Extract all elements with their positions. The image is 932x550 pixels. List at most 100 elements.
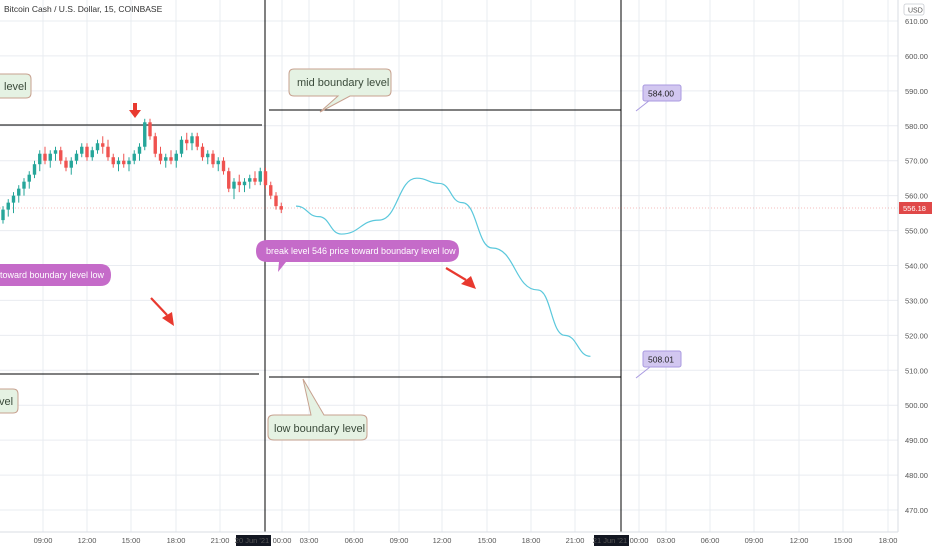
date-label-background bbox=[236, 535, 271, 546]
date-label-background bbox=[594, 535, 629, 546]
price-tick-label: 490.00 bbox=[905, 436, 928, 445]
time-axis[interactable]: 09:00 12:00 15:00 18:00 21:00 20 Jun '21 00:00… bbox=[0, 531, 898, 546]
price-label-508[interactable]: 508.01 bbox=[635, 350, 682, 379]
candle-body bbox=[127, 160, 131, 165]
candle-body bbox=[258, 171, 262, 182]
candle-body bbox=[143, 122, 147, 147]
price-tick-label: 510.00 bbox=[905, 366, 928, 375]
mid-boundary-callout[interactable]: mid boundary level bbox=[288, 68, 392, 113]
projection-curve[interactable] bbox=[295, 177, 591, 357]
candle-body bbox=[48, 153, 52, 161]
down-right-arrow-1[interactable] bbox=[150, 297, 174, 326]
price-tick-label: 530.00 bbox=[905, 296, 928, 305]
candle-body bbox=[69, 160, 73, 168]
candle-body bbox=[248, 178, 252, 182]
candle-body bbox=[106, 146, 110, 158]
candle-body bbox=[242, 181, 247, 186]
symbol-title: Bitcoin Cash / U.S. Dollar, 15, COINBASE bbox=[4, 4, 163, 14]
candle-body bbox=[27, 174, 31, 182]
candle-body bbox=[253, 178, 257, 182]
currency-text: USD bbox=[908, 8, 923, 15]
time-tick-label: 09:00 bbox=[390, 536, 409, 545]
candle-body bbox=[32, 164, 37, 175]
price-tick-label: 600.00 bbox=[905, 52, 928, 61]
mid-boundary-label: mid boundary level bbox=[297, 77, 389, 89]
candle-body bbox=[122, 160, 126, 165]
candle-body bbox=[116, 160, 121, 165]
candle-body bbox=[11, 195, 16, 203]
left-level-callout-top[interactable]: level bbox=[0, 73, 32, 99]
price-tick-label: 520.00 bbox=[905, 331, 928, 340]
time-tick-label: 03:00 bbox=[657, 536, 676, 545]
time-tick-label: 18:00 bbox=[879, 536, 898, 545]
low-boundary-callout[interactable]: low boundary level bbox=[267, 378, 368, 441]
current-price-tag: 556.18 bbox=[899, 202, 932, 214]
candle-body bbox=[17, 188, 21, 196]
candle-body bbox=[269, 185, 273, 196]
price-label-508-text: 508.01 bbox=[648, 355, 674, 365]
time-tick-label: 12:00 bbox=[78, 536, 97, 545]
time-tick-label: 15:00 bbox=[122, 536, 141, 545]
candle-body bbox=[200, 146, 205, 158]
candle-body bbox=[148, 122, 152, 137]
time-tick-label: 21:00 bbox=[566, 536, 585, 545]
price-tick-label: 500.00 bbox=[905, 401, 928, 410]
price-label-584[interactable]: 584.00 bbox=[635, 84, 682, 112]
candle-body bbox=[132, 153, 136, 161]
candle-body bbox=[22, 181, 26, 189]
time-tick-label: 12:00 bbox=[790, 536, 809, 545]
down-right-arrow-2[interactable] bbox=[445, 267, 476, 289]
time-tick-label: 09:00 bbox=[34, 536, 53, 545]
candle-body bbox=[190, 136, 194, 144]
candle-body bbox=[279, 206, 283, 210]
candle-body bbox=[274, 195, 278, 207]
break-level-balloon[interactable]: break level 546 price toward boundary le… bbox=[256, 240, 459, 272]
date-label: 21 Jun '21 bbox=[593, 536, 627, 545]
candle-body bbox=[232, 181, 236, 189]
candle-body bbox=[216, 160, 220, 165]
currency-badge: USD bbox=[903, 3, 925, 16]
price-tick-label: 470.00 bbox=[905, 506, 928, 515]
candle-body bbox=[137, 146, 142, 154]
candlestick-series bbox=[1, 118, 283, 224]
candle-body bbox=[237, 181, 241, 186]
candle-body bbox=[263, 171, 268, 186]
left-level-label-top: level bbox=[4, 81, 27, 93]
candle-body bbox=[95, 143, 100, 151]
time-tick-label: 06:00 bbox=[345, 536, 364, 545]
price-tick-label: 560.00 bbox=[905, 192, 928, 201]
candle-body bbox=[101, 143, 105, 147]
time-tick-label: 00:00 bbox=[273, 536, 292, 545]
toward-low-balloon[interactable]: toward boundary level low bbox=[0, 264, 111, 286]
candle-body bbox=[158, 153, 163, 161]
price-tick-label: 590.00 bbox=[905, 87, 928, 96]
candle-body bbox=[38, 153, 42, 165]
candle-body bbox=[153, 136, 157, 154]
price-tick-label: 550.00 bbox=[905, 227, 928, 236]
down-arrow-marker-top[interactable] bbox=[129, 103, 141, 118]
price-axis[interactable]: 470.00 480.00 490.00 500.00 510.00 520.00 530.… bbox=[897, 0, 928, 532]
time-tick-label: 06:00 bbox=[701, 536, 720, 545]
candle-body bbox=[211, 153, 215, 165]
candle-body bbox=[111, 157, 115, 165]
toward-low-text: toward boundary level low bbox=[0, 270, 105, 280]
candle-body bbox=[6, 202, 10, 210]
candle-body bbox=[169, 157, 173, 161]
candle-body bbox=[174, 153, 178, 161]
candle-body bbox=[90, 150, 94, 158]
time-tick-label: 18:00 bbox=[167, 536, 186, 545]
candle-body bbox=[80, 146, 84, 154]
candle-body bbox=[195, 136, 199, 147]
left-level-callout-bottom[interactable]: vel bbox=[0, 388, 19, 414]
low-boundary-label: low boundary level bbox=[274, 423, 365, 435]
price-tick-label: 580.00 bbox=[905, 122, 928, 131]
candle-body bbox=[179, 139, 184, 154]
price-tick-label: 540.00 bbox=[905, 262, 928, 271]
candle-body bbox=[206, 153, 210, 158]
candle-body bbox=[74, 153, 79, 161]
candle-body bbox=[185, 139, 189, 144]
candle-body bbox=[85, 146, 89, 158]
time-tick-label: 15:00 bbox=[478, 536, 497, 545]
time-tick-label: 03:00 bbox=[300, 536, 319, 545]
